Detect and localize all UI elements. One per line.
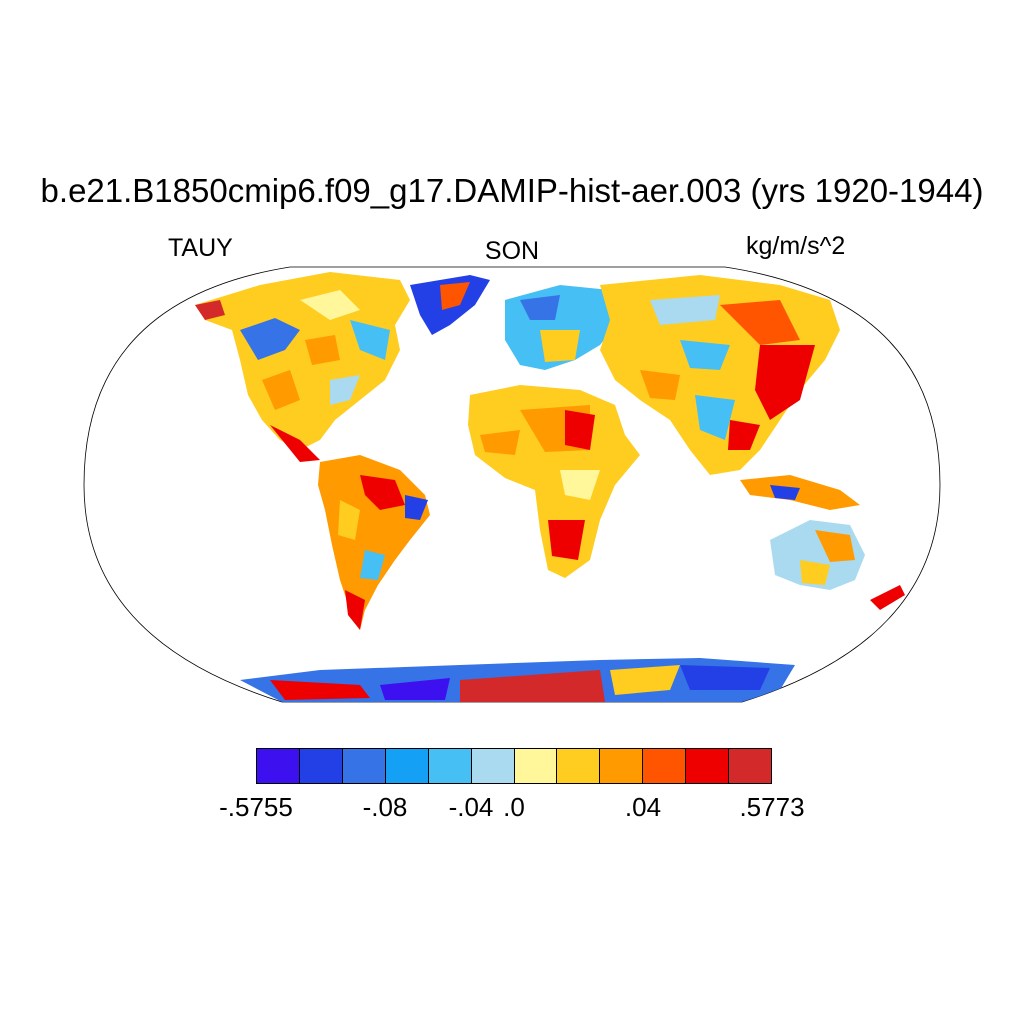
colorbar-box-11 xyxy=(729,749,772,783)
colorbar-box-0 xyxy=(257,749,300,783)
greenland xyxy=(410,275,490,335)
africa xyxy=(468,385,640,578)
colorbar-box-5 xyxy=(471,749,515,783)
colorbar-tick-label: .5773 xyxy=(739,792,805,822)
colorbar xyxy=(256,748,772,784)
north-america xyxy=(195,272,410,462)
colorbar-tick-label: .04 xyxy=(624,792,662,822)
colorbar-box-6 xyxy=(514,749,558,783)
colorbar-box-3 xyxy=(385,749,429,783)
colorbar-box-7 xyxy=(557,749,601,783)
colorbar-box-2 xyxy=(342,749,386,783)
asia xyxy=(600,275,840,475)
variable-label: TAUY xyxy=(168,234,233,262)
colorbar-box-4 xyxy=(428,749,472,783)
colorbar-tick-label: -.04 xyxy=(448,792,494,822)
australia xyxy=(770,520,865,590)
se-asia-islands xyxy=(740,475,860,510)
units-label: kg/m/s^2 xyxy=(746,232,846,260)
colorbar-tick-label: -.5755 xyxy=(219,792,293,822)
south-america xyxy=(318,455,430,630)
season-label: SON xyxy=(484,237,540,265)
europe xyxy=(505,285,620,370)
plot-title: b.e21.B1850cmip6.f09_g17.DAMIP-hist-aer.… xyxy=(40,172,984,209)
colorbar-box-1 xyxy=(299,749,343,783)
antarctica xyxy=(240,658,795,702)
colorbar-box-10 xyxy=(686,749,730,783)
colorbar-tick-label: .0 xyxy=(503,792,525,822)
colorbar-box-8 xyxy=(600,749,644,783)
colorbar-box-9 xyxy=(643,749,687,783)
new-zealand xyxy=(870,585,905,610)
colorbar-tick-label: -.08 xyxy=(362,792,408,822)
